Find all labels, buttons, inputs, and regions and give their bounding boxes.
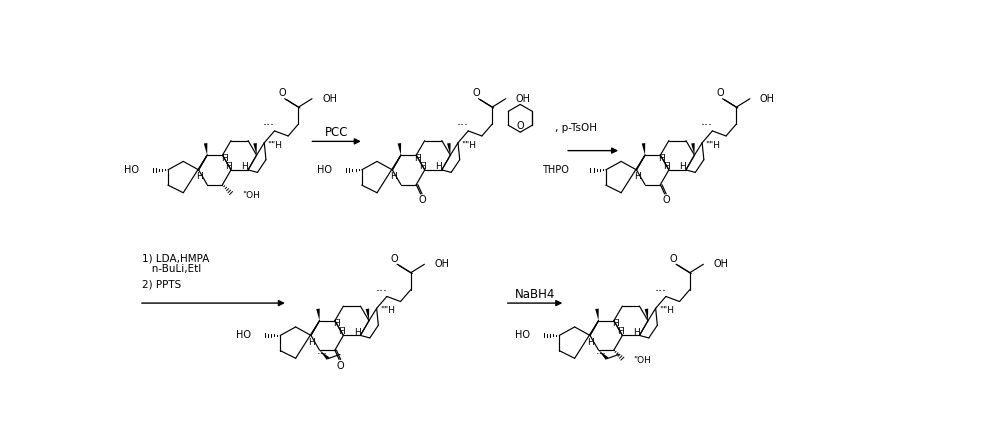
- Text: H: H: [633, 328, 640, 337]
- Text: ""H: ""H: [461, 141, 476, 149]
- Text: H̄: H̄: [414, 154, 421, 163]
- Text: , p-TsOH: , p-TsOH: [555, 123, 597, 133]
- Text: "OH: "OH: [633, 357, 651, 365]
- Text: ""H: ""H: [659, 306, 674, 315]
- Text: H: H: [196, 172, 203, 181]
- Text: O: O: [716, 88, 724, 99]
- Text: H: H: [354, 328, 361, 337]
- Text: H̄: H̄: [612, 319, 619, 328]
- Text: O: O: [670, 254, 678, 264]
- Text: ···: ···: [317, 349, 328, 359]
- Text: ···: ···: [596, 349, 607, 359]
- Text: THPO: THPO: [542, 165, 569, 175]
- Text: H̄: H̄: [333, 319, 340, 328]
- Text: H̄: H̄: [221, 154, 227, 163]
- Text: "OH: "OH: [242, 191, 260, 200]
- Text: O: O: [279, 88, 286, 99]
- Text: H: H: [308, 338, 315, 347]
- Polygon shape: [316, 309, 320, 321]
- Text: O: O: [516, 121, 524, 131]
- Text: ···: ···: [457, 119, 469, 132]
- Polygon shape: [645, 309, 648, 321]
- Text: H̄: H̄: [419, 162, 426, 171]
- Text: OH: OH: [322, 94, 337, 104]
- Polygon shape: [253, 143, 257, 155]
- Text: HO: HO: [317, 165, 332, 175]
- Polygon shape: [366, 309, 369, 321]
- Text: O: O: [662, 195, 670, 205]
- Polygon shape: [642, 143, 645, 155]
- Text: H: H: [435, 162, 442, 171]
- Polygon shape: [320, 350, 329, 360]
- Text: OH: OH: [760, 94, 775, 104]
- Text: NaBH4: NaBH4: [515, 288, 555, 301]
- Text: H: H: [634, 172, 641, 181]
- Text: H: H: [390, 172, 397, 181]
- Text: H̄: H̄: [338, 327, 344, 336]
- Text: HO: HO: [515, 330, 530, 341]
- Text: O: O: [472, 88, 480, 99]
- Text: ""H: ""H: [380, 306, 395, 315]
- Text: ···: ···: [375, 285, 387, 298]
- Polygon shape: [447, 143, 451, 155]
- Text: HO: HO: [124, 165, 139, 175]
- Text: O: O: [418, 195, 426, 205]
- Text: HO: HO: [236, 330, 251, 341]
- Text: n-BuLi,EtI: n-BuLi,EtI: [142, 264, 201, 274]
- Polygon shape: [204, 143, 207, 155]
- Polygon shape: [595, 309, 599, 321]
- Polygon shape: [398, 143, 401, 155]
- Text: H: H: [679, 162, 686, 171]
- Text: PCC: PCC: [325, 126, 348, 139]
- Polygon shape: [691, 143, 695, 155]
- Text: O: O: [337, 361, 344, 370]
- Text: ""H: ""H: [267, 141, 282, 149]
- Text: ···: ···: [654, 285, 666, 298]
- Text: 1) LDA,HMPA: 1) LDA,HMPA: [142, 253, 209, 264]
- Text: H: H: [587, 338, 594, 347]
- Text: 2) PPTS: 2) PPTS: [142, 280, 181, 290]
- Text: ···: ···: [701, 119, 713, 132]
- Text: ""H: ""H: [705, 141, 720, 149]
- Text: ···: ···: [263, 119, 275, 132]
- Text: OH: OH: [516, 94, 531, 104]
- Text: H: H: [242, 162, 248, 171]
- Text: H̄: H̄: [663, 162, 670, 171]
- Text: H̄: H̄: [617, 327, 623, 336]
- Text: O: O: [391, 254, 399, 264]
- Text: OH: OH: [713, 259, 728, 269]
- Text: H̄: H̄: [225, 162, 232, 171]
- Text: H̄: H̄: [659, 154, 665, 163]
- Polygon shape: [599, 350, 608, 360]
- Text: OH: OH: [434, 259, 449, 269]
